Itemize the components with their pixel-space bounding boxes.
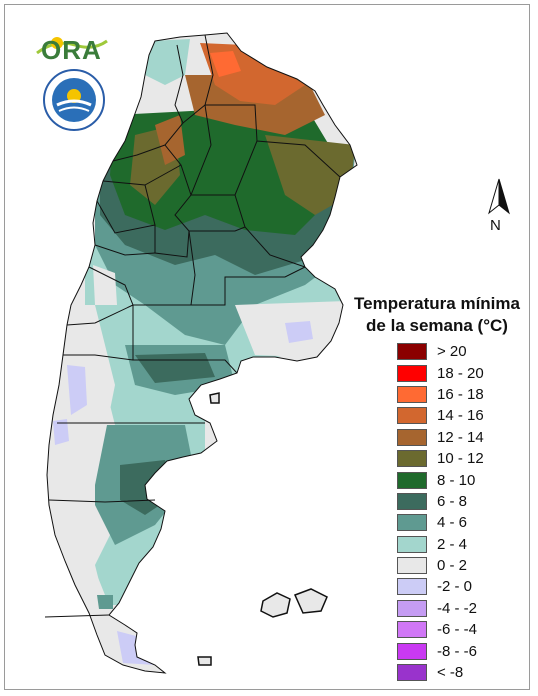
ora-logo-text: ORA bbox=[41, 35, 102, 65]
legend-swatch bbox=[397, 621, 427, 639]
legend-title: Temperatura mínima de la semana (°C) bbox=[337, 293, 529, 337]
legend-label: < -8 bbox=[437, 664, 464, 682]
legend-item: 8 - 10 bbox=[397, 469, 484, 490]
legend-item: 10 - 12 bbox=[397, 448, 484, 469]
legend-swatch bbox=[397, 514, 427, 532]
legend-label: -8 - -6 bbox=[437, 642, 478, 660]
legend-item: 2 - 4 bbox=[397, 534, 484, 555]
north-arrow-letter: N bbox=[490, 217, 501, 234]
legend-swatch bbox=[397, 385, 427, 403]
legend-label: 14 - 16 bbox=[437, 407, 484, 425]
legend-swatch bbox=[397, 664, 427, 682]
legend-swatch bbox=[397, 535, 427, 553]
legend-swatch bbox=[397, 364, 427, 382]
legend-item: -6 - -4 bbox=[397, 619, 484, 640]
legend-item: 4 - 6 bbox=[397, 512, 484, 533]
legend-label: -2 - 0 bbox=[437, 578, 473, 596]
legend-swatch bbox=[397, 450, 427, 468]
legend-swatch bbox=[397, 492, 427, 510]
ora-logo: ORA bbox=[35, 31, 109, 67]
legend-label: 2 - 4 bbox=[437, 535, 468, 553]
legend-label: 10 - 12 bbox=[437, 450, 484, 468]
legend-item: 16 - 18 bbox=[397, 384, 484, 405]
legend-title-line2: de la semana (°C) bbox=[366, 316, 508, 335]
north-arrow: N bbox=[483, 177, 515, 237]
legend-label: 0 - 2 bbox=[437, 557, 468, 575]
legend-label: > 20 bbox=[437, 343, 467, 361]
legend-label: 16 - 18 bbox=[437, 385, 484, 403]
smn-logo bbox=[43, 69, 105, 131]
legend-item: 18 - 20 bbox=[397, 362, 484, 383]
legend-label: 4 - 6 bbox=[437, 514, 468, 532]
legend-swatch bbox=[397, 407, 427, 425]
argentina-temperature-map bbox=[44, 32, 358, 674]
legend-item: -4 - -2 bbox=[397, 598, 484, 619]
legend: > 20 18 - 20 16 - 18 14 - 16 12 - 14 10 - 12 8… bbox=[397, 341, 484, 683]
legend-label: 18 - 20 bbox=[437, 364, 484, 382]
legend-item: -8 - -6 bbox=[397, 640, 484, 661]
legend-swatch bbox=[397, 428, 427, 446]
legend-item: < -8 bbox=[397, 662, 484, 683]
legend-swatch bbox=[397, 599, 427, 617]
legend-swatch bbox=[397, 642, 427, 660]
legend-item: 14 - 16 bbox=[397, 405, 484, 426]
legend-label: -6 - -4 bbox=[437, 621, 478, 639]
legend-label: 8 - 10 bbox=[437, 471, 476, 489]
legend-label: -4 - -2 bbox=[437, 599, 478, 617]
legend-label: 6 - 8 bbox=[437, 492, 468, 510]
legend-title-line1: Temperatura mínima bbox=[354, 294, 520, 313]
legend-item: 12 - 14 bbox=[397, 427, 484, 448]
legend-item: > 20 bbox=[397, 341, 484, 362]
legend-item: 0 - 2 bbox=[397, 555, 484, 576]
legend-swatch bbox=[397, 471, 427, 489]
legend-label: 12 - 14 bbox=[437, 428, 484, 446]
map-frame: ORA N Temperatura mínima de la semana (°… bbox=[4, 4, 530, 690]
legend-item: -2 - 0 bbox=[397, 576, 484, 597]
legend-swatch bbox=[397, 578, 427, 596]
legend-swatch bbox=[397, 557, 427, 575]
legend-item: 6 - 8 bbox=[397, 491, 484, 512]
legend-swatch bbox=[397, 343, 427, 361]
